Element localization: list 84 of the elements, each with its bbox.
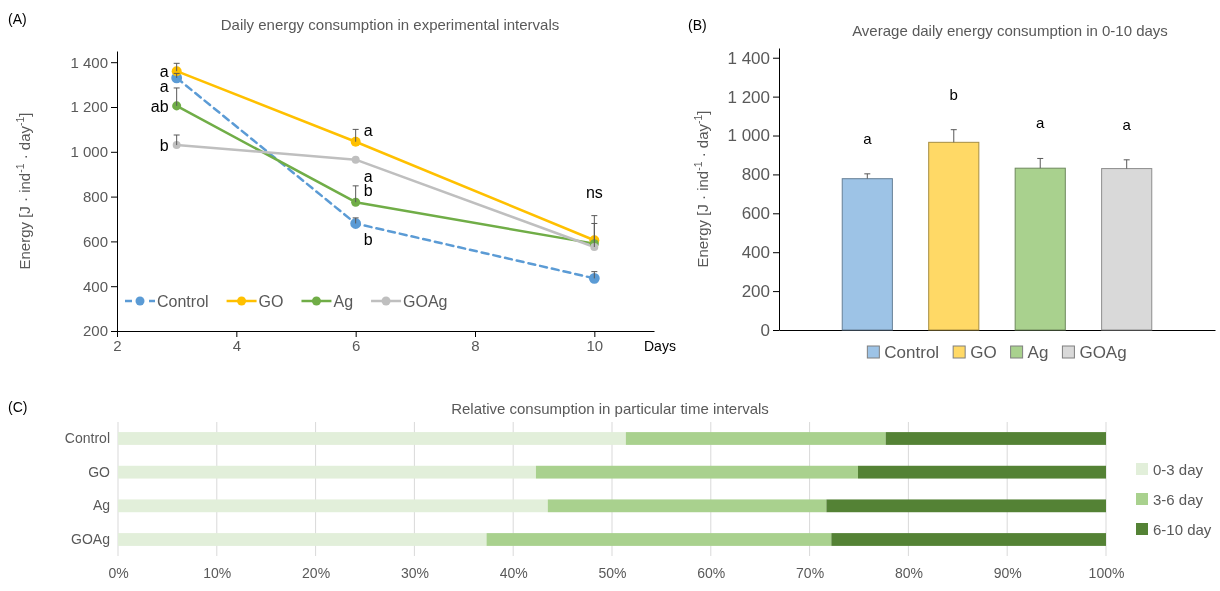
x-tick-label: 4 — [232, 336, 242, 354]
legend-label: Control — [157, 292, 209, 310]
x-tick-label: 60% — [697, 564, 726, 581]
x-tick-label: 2 — [113, 336, 122, 354]
annotation: a — [363, 167, 373, 185]
legend-label: GO — [970, 343, 997, 362]
x-tick-label: 20% — [302, 564, 331, 581]
x-tick-label: 30% — [400, 564, 429, 581]
legend-label: Control — [884, 343, 940, 362]
text: (B) — [688, 17, 707, 33]
bar — [118, 432, 626, 445]
point — [351, 197, 361, 207]
chart-title: Average daily energy consumption in 0-10 days — [852, 22, 1168, 39]
y-tick-label: 1 000 — [727, 126, 770, 146]
bar — [547, 499, 827, 513]
legend-label: 6-10 day — [1153, 521, 1212, 538]
y-tick-label: 800 — [82, 187, 108, 205]
y-tick-label: GO — [88, 463, 111, 480]
y-tick-label: 600 — [741, 204, 770, 224]
legend-label: 3-6 day — [1153, 491, 1204, 508]
annotation: a — [363, 121, 373, 139]
point — [588, 272, 600, 284]
point — [590, 243, 599, 251]
y-tick-label: 600 — [82, 232, 108, 250]
annotation: a — [1036, 114, 1046, 132]
text: (A) — [8, 11, 27, 27]
bar — [118, 533, 487, 546]
x-tick-label: 100% — [1088, 564, 1125, 581]
bar — [625, 432, 886, 445]
x-tick-label: 8 — [471, 336, 480, 354]
chart-title: Relative consumption in particular time intervals — [451, 400, 769, 417]
annotation: a — [159, 63, 169, 81]
point — [172, 141, 181, 150]
text: (C) — [8, 399, 28, 415]
x-tick-label: 50% — [598, 564, 627, 581]
x-axis-title: Days — [644, 338, 676, 354]
y-tick-label: 1 400 — [70, 53, 108, 71]
point — [350, 218, 362, 229]
legend-label: GOAg — [403, 292, 448, 310]
annotation: ab — [150, 97, 169, 115]
y-tick-label: 400 — [741, 243, 770, 263]
y-tick-label: 0 — [760, 320, 770, 340]
y-tick-label: 1 400 — [727, 48, 770, 68]
chart-title: Daily energy consumption in experimental intervals — [220, 16, 560, 33]
bar — [118, 499, 548, 513]
x-tick-label: 70% — [796, 564, 825, 581]
x-tick-label: 90% — [993, 564, 1022, 581]
y-tick-label: 200 — [82, 322, 108, 340]
annotation: ns — [585, 184, 603, 202]
x-tick-label: 10 — [586, 336, 604, 354]
point — [351, 155, 360, 164]
legend-label: GOAg — [1079, 343, 1127, 362]
bar — [858, 465, 1106, 479]
annotation: b — [363, 182, 373, 200]
y-tick-label: 1 200 — [727, 87, 770, 107]
y-tick-label: Ag — [92, 497, 110, 514]
bar — [885, 432, 1106, 445]
annotation: b — [363, 231, 373, 249]
annotation: a — [159, 78, 169, 96]
y-tick-label: 1 000 — [70, 143, 108, 161]
annotation: b — [159, 137, 169, 155]
bar — [486, 533, 832, 546]
legend-label: GO — [258, 292, 284, 310]
legend-label: Ag — [1027, 343, 1049, 362]
legend-label: Ag — [333, 292, 354, 310]
x-tick-label: 6 — [351, 336, 361, 354]
legend-label: 0-3 day — [1153, 461, 1204, 478]
annotation: a — [863, 129, 873, 147]
y-tick-label: 200 — [741, 282, 770, 302]
y-tick-label: GOAg — [71, 530, 110, 547]
annotation: a — [1122, 115, 1132, 133]
bar — [831, 533, 1106, 546]
annotation: b — [949, 85, 958, 103]
y-tick-label: 1 200 — [70, 98, 108, 116]
y-tick-label: Control — [64, 429, 110, 446]
x-tick-label: 40% — [499, 564, 528, 581]
bar — [826, 499, 1106, 513]
y-tick-label: 800 — [741, 165, 770, 185]
y-tick-label: 400 — [82, 277, 108, 295]
x-tick-label: 0% — [108, 564, 129, 581]
bar — [535, 465, 859, 479]
x-tick-label: 10% — [203, 564, 232, 581]
x-tick-label: 80% — [894, 564, 923, 581]
bar — [118, 465, 536, 479]
